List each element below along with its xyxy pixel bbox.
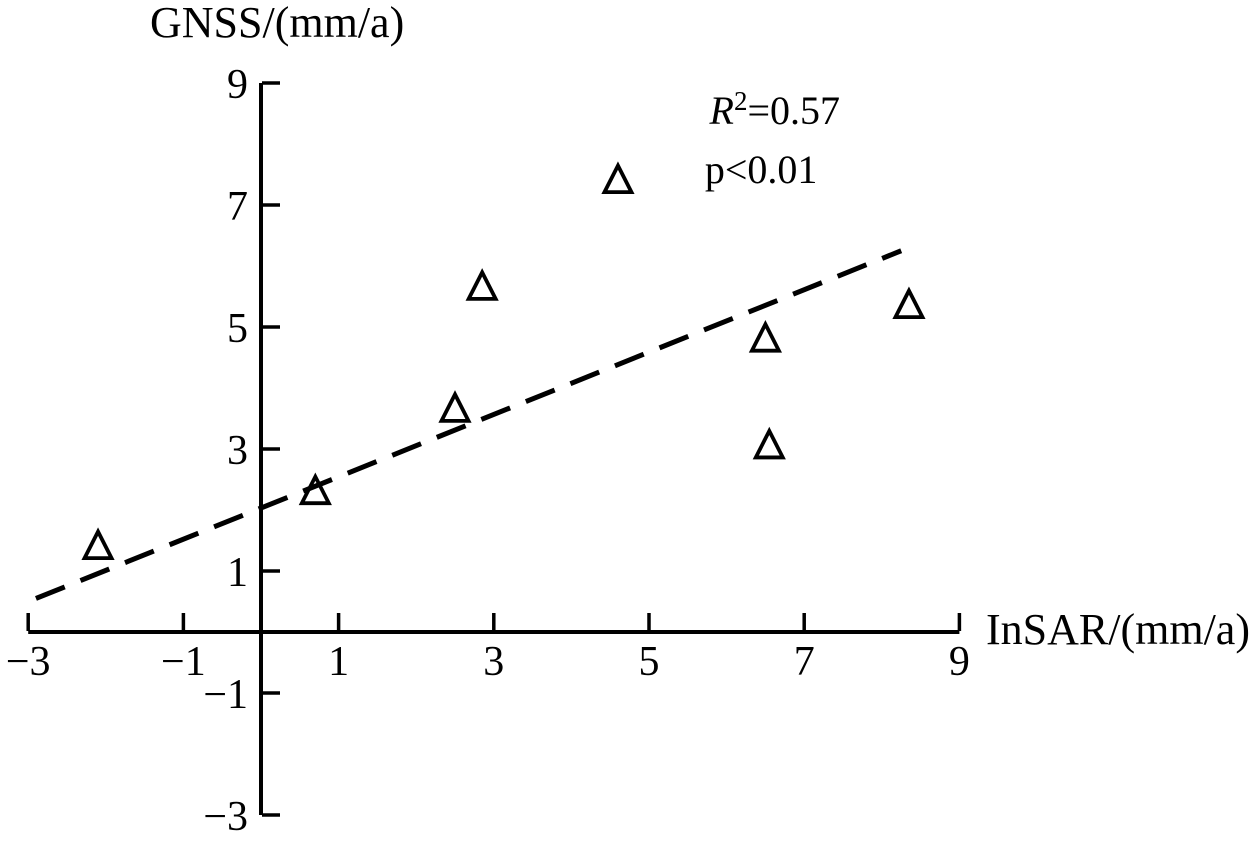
- y-tick-label: 9: [227, 62, 248, 108]
- x-axis-title: InSAR/(mm/a): [986, 605, 1250, 654]
- x-tick-label: 5: [639, 639, 660, 685]
- data-point-triangle: [748, 320, 783, 353]
- y-axis-title: GNSS/(mm/a): [150, 0, 404, 47]
- annotation-r-squared: R2=0.57: [709, 86, 841, 133]
- data-point-triangle: [298, 472, 332, 506]
- x-tick-label: 3: [483, 639, 504, 685]
- annotation-p-value: p<0.01: [705, 147, 818, 192]
- data-point-triangle: [465, 268, 499, 301]
- x-tick-label: 9: [949, 639, 970, 685]
- trend-line: [35, 248, 903, 601]
- x-tick-label: 7: [794, 639, 815, 685]
- data-point-triangle: [601, 161, 635, 194]
- y-tick-label: 1: [227, 550, 248, 596]
- data-point-triangle: [892, 286, 926, 320]
- x-tick-label: −3: [6, 639, 51, 685]
- y-tick-label: −3: [203, 794, 248, 840]
- data-point-triangle: [438, 390, 472, 423]
- x-tick-label: −1: [161, 639, 206, 685]
- x-tick-label: 1: [328, 639, 349, 685]
- data-point-triangle: [752, 426, 786, 460]
- y-tick-label: 3: [227, 428, 248, 474]
- data-point-triangle: [81, 527, 115, 560]
- y-tick-label: 7: [227, 184, 248, 230]
- y-tick-label: 5: [227, 306, 248, 352]
- y-tick-label: −1: [203, 672, 248, 718]
